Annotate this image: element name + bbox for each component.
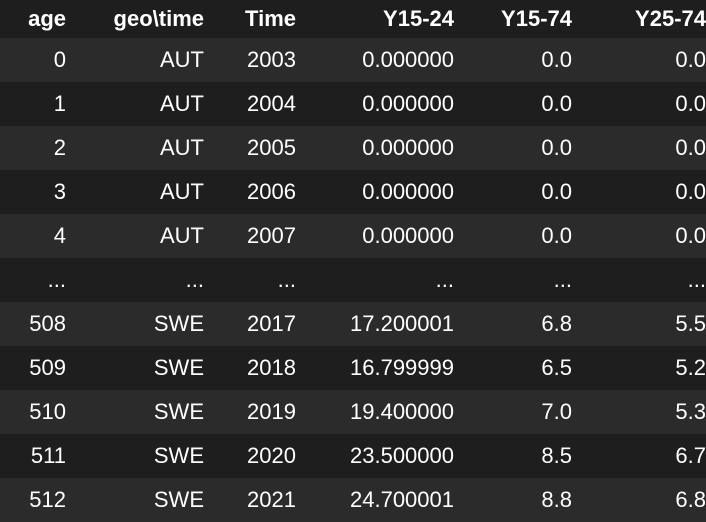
cell-y15-74: 0.0 bbox=[454, 170, 572, 214]
cell-y15-74: 0.0 bbox=[454, 214, 572, 258]
cell-y25-74: 5.5 bbox=[572, 302, 706, 346]
cell-y15-74: 8.8 bbox=[454, 478, 572, 522]
cell-y25-74: 0.0 bbox=[572, 126, 706, 170]
cell-time: 2004 bbox=[204, 82, 296, 126]
cell-y15-24: 0.000000 bbox=[296, 38, 454, 82]
cell-time: 2017 bbox=[204, 302, 296, 346]
cell-y15-24: 17.200001 bbox=[296, 302, 454, 346]
cell-time: 2005 bbox=[204, 126, 296, 170]
cell-y25-74: 0.0 bbox=[572, 170, 706, 214]
column-header-y15-24: Y15-24 bbox=[296, 0, 454, 38]
cell-y25-74: 0.0 bbox=[572, 214, 706, 258]
cell-y15-24: 24.700001 bbox=[296, 478, 454, 522]
row-index: 510 bbox=[0, 390, 66, 434]
cell-geo: SWE bbox=[66, 434, 204, 478]
cell-y15-24: 0.000000 bbox=[296, 126, 454, 170]
cell-time: 2003 bbox=[204, 38, 296, 82]
cell-geo: SWE bbox=[66, 302, 204, 346]
cell-time: 2018 bbox=[204, 346, 296, 390]
cell-geo: SWE bbox=[66, 346, 204, 390]
row-index: 508 bbox=[0, 302, 66, 346]
table-row: 508 SWE 2017 17.200001 6.8 5.5 bbox=[0, 302, 706, 346]
cell-y15-74: 8.5 bbox=[454, 434, 572, 478]
cell-geo: AUT bbox=[66, 126, 204, 170]
row-index: 3 bbox=[0, 170, 66, 214]
cell-y15-24: 0.000000 bbox=[296, 82, 454, 126]
cell-y25-74: 5.2 bbox=[572, 346, 706, 390]
cell-geo: AUT bbox=[66, 38, 204, 82]
cell-y15-74: 0.0 bbox=[454, 126, 572, 170]
column-header-y25-74: Y25-74 bbox=[572, 0, 706, 38]
cell-geo: ... bbox=[66, 258, 204, 302]
row-index: 511 bbox=[0, 434, 66, 478]
row-index: 4 bbox=[0, 214, 66, 258]
cell-geo: SWE bbox=[66, 478, 204, 522]
table-row: 509 SWE 2018 16.799999 6.5 5.2 bbox=[0, 346, 706, 390]
cell-y25-74: 6.8 bbox=[572, 478, 706, 522]
cell-time: ... bbox=[204, 258, 296, 302]
table-row: 511 SWE 2020 23.500000 8.5 6.7 bbox=[0, 434, 706, 478]
column-header-geo-time: geo\time bbox=[66, 0, 204, 38]
table-header-row: age geo\time Time Y15-24 Y15-74 Y25-74 bbox=[0, 0, 706, 38]
cell-y15-74: 0.0 bbox=[454, 82, 572, 126]
cell-time: 2020 bbox=[204, 434, 296, 478]
cell-y15-24: 0.000000 bbox=[296, 170, 454, 214]
cell-y15-24: 16.799999 bbox=[296, 346, 454, 390]
row-index: 512 bbox=[0, 478, 66, 522]
cell-y25-74: 5.3 bbox=[572, 390, 706, 434]
table-row: 0 AUT 2003 0.000000 0.0 0.0 bbox=[0, 38, 706, 82]
column-header-y15-74: Y15-74 bbox=[454, 0, 572, 38]
table-row: 4 AUT 2007 0.000000 0.0 0.0 bbox=[0, 214, 706, 258]
cell-y15-74: 6.5 bbox=[454, 346, 572, 390]
table-row-ellipsis: ... ... ... ... ... ... bbox=[0, 258, 706, 302]
row-index: 509 bbox=[0, 346, 66, 390]
cell-y25-74: ... bbox=[572, 258, 706, 302]
cell-y15-24: 0.000000 bbox=[296, 214, 454, 258]
table-row: 512 SWE 2021 24.700001 8.8 6.8 bbox=[0, 478, 706, 522]
cell-y15-74: ... bbox=[454, 258, 572, 302]
row-index: 1 bbox=[0, 82, 66, 126]
cell-time: 2019 bbox=[204, 390, 296, 434]
table-row: 1 AUT 2004 0.000000 0.0 0.0 bbox=[0, 82, 706, 126]
table-row: 3 AUT 2006 0.000000 0.0 0.0 bbox=[0, 170, 706, 214]
cell-y15-74: 7.0 bbox=[454, 390, 572, 434]
cell-time: 2006 bbox=[204, 170, 296, 214]
table-row: 510 SWE 2019 19.400000 7.0 5.3 bbox=[0, 390, 706, 434]
cell-y15-24: ... bbox=[296, 258, 454, 302]
cell-y25-74: 0.0 bbox=[572, 38, 706, 82]
row-index: 0 bbox=[0, 38, 66, 82]
cell-y25-74: 6.7 bbox=[572, 434, 706, 478]
cell-y15-74: 0.0 bbox=[454, 38, 572, 82]
cell-time: 2021 bbox=[204, 478, 296, 522]
cell-y15-24: 23.500000 bbox=[296, 434, 454, 478]
row-index: ... bbox=[0, 258, 66, 302]
cell-y25-74: 0.0 bbox=[572, 82, 706, 126]
cell-geo: AUT bbox=[66, 214, 204, 258]
table-row: 2 AUT 2005 0.000000 0.0 0.0 bbox=[0, 126, 706, 170]
cell-geo: SWE bbox=[66, 390, 204, 434]
cell-geo: AUT bbox=[66, 82, 204, 126]
cell-time: 2007 bbox=[204, 214, 296, 258]
cell-geo: AUT bbox=[66, 170, 204, 214]
column-header-time: Time bbox=[204, 0, 296, 38]
row-index: 2 bbox=[0, 126, 66, 170]
cell-y15-24: 19.400000 bbox=[296, 390, 454, 434]
cell-y15-74: 6.8 bbox=[454, 302, 572, 346]
column-header-age: age bbox=[0, 0, 66, 38]
